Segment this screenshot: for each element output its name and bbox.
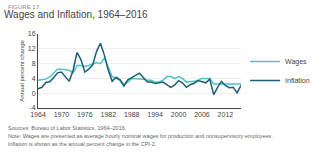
svg-text:1970: 1970: [54, 111, 70, 118]
svg-text:1982: 1982: [100, 111, 116, 118]
svg-text:1964: 1964: [30, 111, 46, 118]
svg-text:8: 8: [32, 60, 36, 67]
svg-text:Wages and Inflation, 1964–2016: Wages and Inflation, 1964–2016: [4, 9, 148, 20]
svg-text:FIGURE 17.: FIGURE 17.: [8, 4, 41, 10]
svg-text:Sources: Bureau of Labor Stati: Sources: Bureau of Labor Statistics, 196…: [8, 125, 127, 131]
svg-text:Wages: Wages: [285, 58, 307, 66]
svg-text:Inflation is shown as the annu: Inflation is shown as the annual percent…: [8, 141, 157, 147]
svg-text:2006: 2006: [194, 111, 210, 118]
svg-text:4: 4: [32, 75, 36, 82]
svg-text:16: 16: [28, 30, 36, 37]
svg-text:2000: 2000: [171, 111, 187, 118]
svg-text:1988: 1988: [124, 111, 140, 118]
svg-text:1994: 1994: [147, 111, 163, 118]
svg-text:Annual percent change: Annual percent change: [19, 39, 25, 101]
svg-text:Note: Wages are presented as a: Note: Wages are presented as average hou…: [8, 133, 273, 139]
svg-text:-4: -4: [29, 104, 35, 111]
svg-text:12: 12: [28, 45, 36, 52]
svg-text:Inflation: Inflation: [285, 77, 310, 84]
svg-text:2012: 2012: [218, 111, 234, 118]
svg-text:0: 0: [32, 90, 36, 97]
svg-text:1976: 1976: [77, 111, 93, 118]
